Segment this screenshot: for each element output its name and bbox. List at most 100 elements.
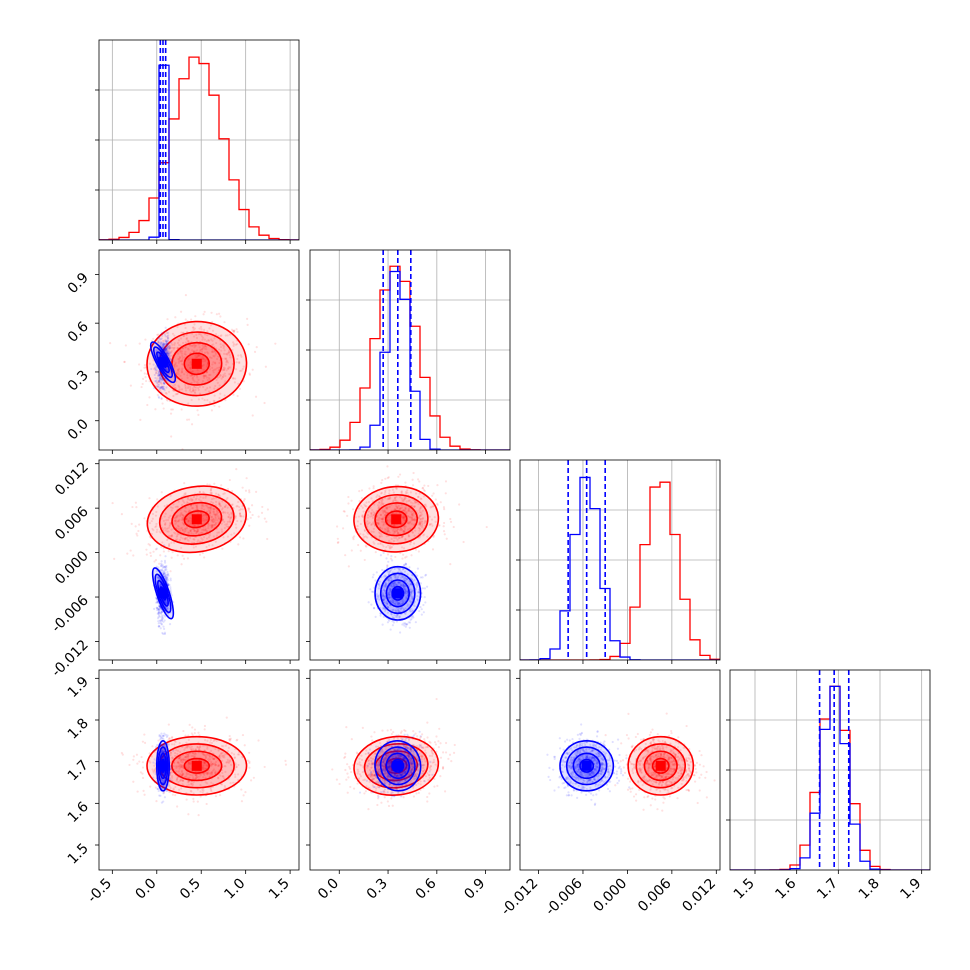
scatter-point	[413, 505, 417, 508]
scatter-point	[213, 355, 216, 358]
scatter-point	[381, 592, 385, 595]
scatter-point	[184, 353, 187, 356]
scatter-point	[393, 497, 397, 500]
scatter-point	[221, 344, 224, 347]
scatter-point	[186, 376, 189, 379]
scatter-point	[218, 517, 221, 520]
scatter-point	[410, 516, 414, 519]
scatter-point	[365, 531, 369, 534]
scatter-point	[187, 348, 190, 351]
scatter-point	[420, 526, 424, 529]
scatter-point	[375, 593, 378, 596]
scatter-point	[372, 530, 375, 533]
scatter-point	[202, 528, 205, 531]
scatter-point	[158, 338, 161, 341]
scatter-point	[385, 507, 388, 510]
scatter-point	[113, 557, 116, 560]
scatter-point	[184, 385, 187, 388]
scatter-point	[405, 623, 408, 626]
scatter-point	[400, 536, 403, 539]
scatter-point	[397, 475, 400, 478]
density-peak	[158, 588, 168, 599]
scatter-point	[183, 356, 186, 359]
scatter-point	[214, 368, 217, 371]
scatter-point	[162, 343, 165, 346]
scatter-point	[181, 347, 184, 350]
scatter-point	[382, 516, 385, 519]
scatter-point	[353, 535, 356, 538]
scatter-point	[231, 377, 235, 380]
scatter-point	[160, 610, 164, 614]
density-peak	[391, 514, 402, 525]
scatter-point	[217, 355, 220, 358]
scatter-point	[428, 523, 431, 527]
scatter-point	[394, 576, 397, 579]
scatter-point	[393, 614, 396, 617]
scatter-point	[184, 734, 187, 737]
scatter-point	[167, 607, 170, 610]
scatter-point	[209, 511, 212, 515]
scatter-point	[167, 347, 171, 350]
scatter-point	[389, 557, 393, 560]
scatter-point	[377, 596, 380, 599]
scatter-point	[403, 588, 406, 591]
scatter-point	[393, 581, 396, 585]
scatter-point	[247, 343, 250, 346]
scatter-point	[238, 361, 241, 364]
scatter-point	[163, 631, 167, 634]
scatter-point	[217, 376, 220, 379]
scatter-point	[206, 351, 209, 354]
scatter-point	[284, 759, 287, 762]
scatter-point	[194, 344, 198, 347]
scatter-point	[402, 529, 405, 533]
scatter-point	[394, 498, 397, 501]
scatter-point	[255, 490, 258, 493]
scatter-point	[399, 600, 402, 603]
scatter-point	[418, 529, 421, 532]
scatter-point	[230, 503, 234, 506]
scatter-point	[240, 355, 243, 358]
scatter-point	[220, 508, 224, 511]
scatter-point	[232, 330, 235, 333]
scatter-point	[190, 398, 193, 402]
scatter-point	[152, 363, 155, 366]
scatter-point	[411, 484, 415, 487]
scatter-point	[381, 517, 384, 520]
scatter-point	[155, 547, 158, 550]
panel-content	[120, 716, 288, 817]
scatter-point	[156, 576, 159, 579]
scatter-point	[391, 559, 394, 562]
scatter-point	[372, 487, 375, 490]
scatter-point	[231, 513, 234, 516]
scatter-point	[421, 587, 425, 590]
scatter-point	[195, 336, 199, 340]
scatter-point	[390, 584, 393, 588]
scatter-point	[143, 741, 147, 745]
scatter-point	[449, 517, 452, 521]
scatter-point	[230, 511, 233, 514]
scatter-point	[191, 344, 194, 347]
scatter-point	[392, 583, 396, 586]
scatter-point	[386, 530, 389, 533]
scatter-point	[140, 385, 143, 389]
scatter-point	[145, 379, 148, 383]
scatter-point	[235, 328, 238, 331]
scatter-point	[208, 378, 211, 381]
scatter-point	[398, 617, 401, 620]
scatter-point	[462, 540, 465, 544]
scatter-point	[383, 589, 386, 593]
scatter-point	[203, 374, 206, 378]
scatter-point	[158, 354, 161, 357]
panel-2-2	[516, 459, 721, 664]
scatter-point	[222, 345, 226, 348]
scatter-point	[192, 546, 195, 549]
scatter-point	[445, 537, 448, 540]
scatter-point	[161, 387, 165, 390]
scatter-point	[403, 496, 406, 499]
scatter-point	[222, 536, 225, 539]
scatter-point	[154, 368, 158, 371]
scatter-point	[228, 349, 231, 352]
scatter-point	[186, 538, 189, 541]
scatter-point	[390, 599, 393, 602]
scatter-point	[249, 779, 253, 782]
